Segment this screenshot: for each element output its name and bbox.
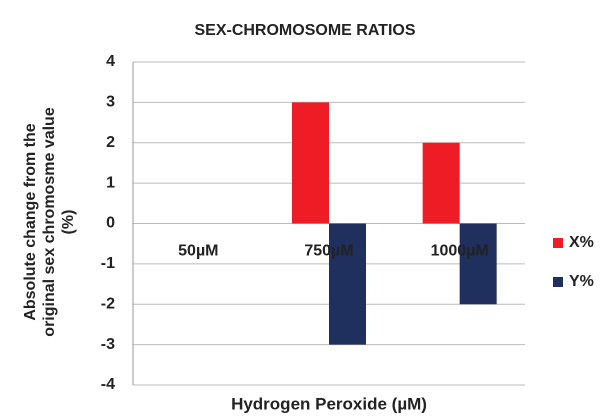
y-tick-label: 3: [106, 94, 115, 111]
y-axis-title: Absolute change from the original sex ch…: [22, 107, 77, 337]
y-tick-label: 0: [106, 215, 115, 232]
y-axis-title-line: (%): [60, 210, 77, 235]
legend-label: Y%: [569, 273, 594, 290]
bar: [422, 142, 460, 224]
x-axis-title: Hydrogen Peroxide (µM): [231, 394, 427, 413]
legend-swatch: [553, 238, 563, 248]
bar: [459, 223, 497, 305]
y-tick-label: -3: [101, 336, 115, 353]
legend-label: X%: [569, 234, 594, 251]
legend-swatch: [553, 277, 563, 287]
y-axis-title-line: original sex chromosme value: [41, 107, 58, 337]
x-tick-label: 50µM: [178, 243, 218, 260]
bar: [329, 223, 366, 345]
y-tick-label: -4: [101, 376, 115, 393]
y-tick-label: -1: [101, 255, 115, 272]
y-tick-label: -2: [101, 295, 115, 312]
x-tick-label: 1000µM: [431, 243, 489, 260]
x-tick-label: 750µM: [304, 243, 353, 260]
y-tick-label: 1: [106, 174, 115, 191]
y-axis-title-line: Absolute change from the: [22, 123, 39, 320]
y-tick-label: 2: [106, 134, 115, 151]
bar: [292, 102, 329, 224]
chart-title: SEX-CHROMOSOME RATIOS: [194, 22, 415, 39]
y-tick-label: 4: [106, 53, 115, 70]
